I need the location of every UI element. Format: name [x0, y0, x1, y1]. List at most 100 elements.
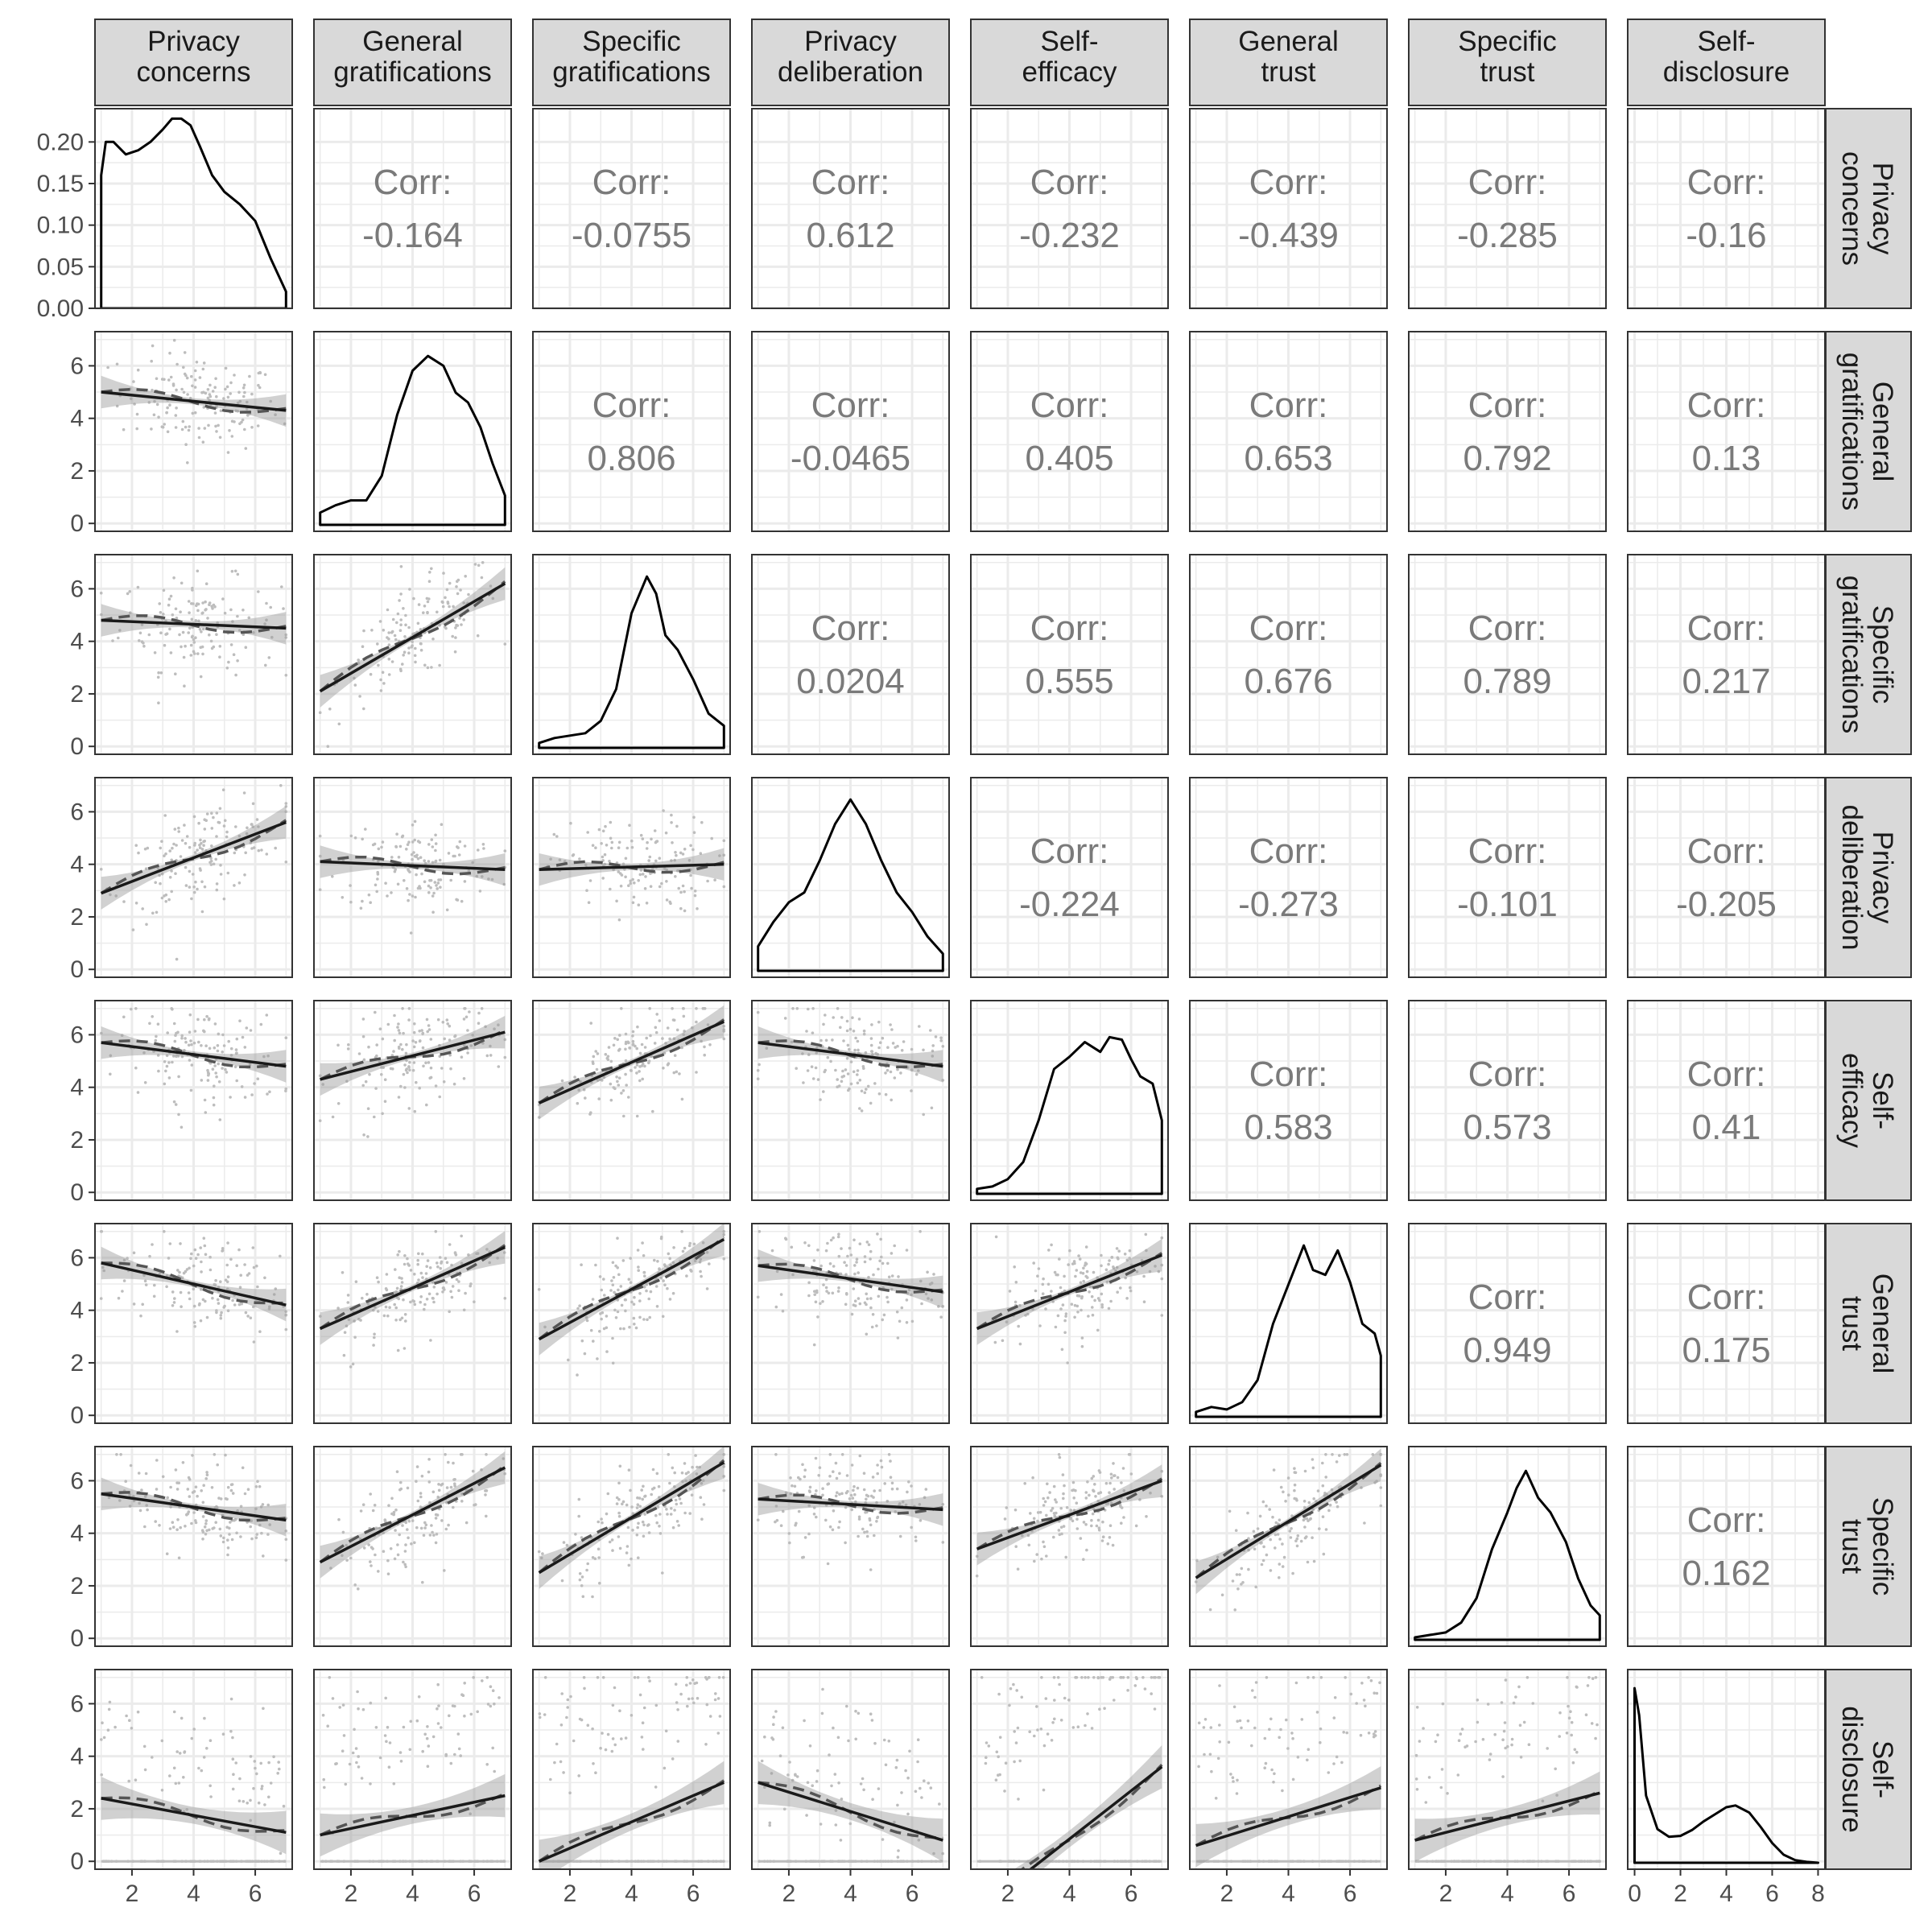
scatter-point	[633, 1323, 636, 1326]
scatter-point	[399, 618, 403, 621]
scatter-point	[806, 1069, 810, 1072]
scatter-point	[451, 634, 454, 638]
scatter-point	[341, 1554, 344, 1558]
scatter-point	[604, 1748, 608, 1752]
scatter-point	[485, 1763, 489, 1766]
scatter-point	[410, 852, 414, 857]
scatter-point	[910, 1068, 914, 1072]
fit-line	[539, 862, 724, 871]
scatter-point	[1095, 1524, 1099, 1528]
scatter-point	[192, 1728, 196, 1731]
scatter-point	[917, 1839, 921, 1842]
scatter-point	[153, 1283, 156, 1287]
scatter-point	[576, 1307, 580, 1311]
scatter-point	[155, 377, 159, 381]
scatter-point	[388, 1741, 392, 1744]
corr-value: 0.573	[1463, 1108, 1551, 1147]
corr-value: -0.232	[1019, 216, 1120, 255]
scatter-point	[100, 1738, 103, 1741]
scatter-point	[453, 854, 456, 858]
scatter-point	[229, 1729, 233, 1733]
scatter-point	[840, 1080, 844, 1084]
scatter-point	[277, 1761, 281, 1764]
scatter-point	[323, 1785, 326, 1790]
scatter-point	[164, 900, 167, 903]
scatter-point	[439, 1266, 442, 1270]
scatter-point	[503, 1251, 506, 1254]
scatter-point	[345, 1324, 349, 1327]
scatter-point	[452, 1082, 456, 1086]
scatter-point	[186, 393, 189, 396]
panel-r2-c0	[94, 554, 293, 755]
scatter-point	[436, 881, 440, 885]
scatter-point	[210, 827, 214, 830]
scatter-point	[257, 1801, 261, 1805]
scatter-point	[686, 1704, 689, 1708]
scatter-point	[328, 707, 332, 711]
scatter-point	[246, 400, 249, 404]
panel-content: Corr:-0.273	[1238, 832, 1339, 924]
scatter-point	[625, 1551, 629, 1554]
scatter-point	[609, 1059, 613, 1063]
scatter-point	[608, 1540, 612, 1544]
scatter-point	[941, 1045, 945, 1048]
scatter-point	[491, 1689, 495, 1692]
scatter-point	[791, 1484, 794, 1488]
scatter-point	[681, 1249, 685, 1253]
scatter-point	[613, 1308, 617, 1312]
scatter-point	[370, 629, 374, 632]
loess-line	[976, 1252, 1163, 1330]
scatter-point	[1312, 1559, 1316, 1563]
scatter-point	[863, 1530, 866, 1534]
scatter-point	[691, 1465, 694, 1469]
scatter-point	[160, 1789, 164, 1792]
scatter-point	[152, 1294, 156, 1298]
scatter-point	[427, 1292, 431, 1296]
scatter-point	[580, 1584, 584, 1587]
scatter-point	[383, 1518, 387, 1521]
scatter-point	[503, 849, 507, 852]
column-strips: PrivacyconcernsGeneralgratificationsSpec…	[94, 19, 1826, 106]
scatter-point	[263, 1276, 266, 1280]
panel-r5-c2	[532, 1223, 731, 1424]
scatter-point	[349, 1365, 353, 1368]
scatter-point	[580, 1536, 584, 1539]
density-curve	[319, 354, 506, 526]
scatter-point	[336, 1307, 340, 1310]
scatter-point	[789, 1476, 792, 1480]
panels: Corr:-0.164Corr:-0.0755Corr:0.612Corr:-0…	[94, 108, 1826, 1870]
scatter-point	[900, 1049, 904, 1052]
scatter-point	[212, 1103, 216, 1107]
scatter-point	[265, 852, 269, 856]
scatter-point	[182, 365, 185, 369]
scatter-point	[1059, 1307, 1063, 1311]
scatter-point	[174, 414, 178, 417]
scatter-point	[269, 1781, 273, 1785]
scatter-point	[373, 1335, 376, 1340]
scatter-point	[1240, 1567, 1244, 1571]
scatter-point	[377, 1570, 380, 1573]
scatter-point	[449, 1485, 453, 1489]
scatter-point	[391, 617, 395, 621]
scatter-point	[1063, 1319, 1067, 1323]
scatter-point	[624, 1047, 627, 1051]
scatter-point	[390, 856, 394, 859]
panel-content	[1195, 1244, 1382, 1418]
scatter-point	[392, 1050, 395, 1053]
scatter-point	[941, 1305, 945, 1308]
scatter-point	[1318, 1527, 1321, 1530]
scatter-point	[664, 1729, 668, 1733]
scatter-point	[629, 879, 632, 883]
scatter-point	[807, 1532, 811, 1536]
scatter-point	[676, 1740, 680, 1743]
scatter-point	[438, 623, 441, 627]
scatter-point	[658, 857, 662, 860]
scatter-point	[219, 409, 223, 412]
scatter-point	[865, 1292, 868, 1296]
scatter-point	[834, 1823, 838, 1827]
scatter-point	[190, 897, 193, 901]
scatter-point	[1247, 1548, 1250, 1552]
panel-content	[318, 561, 507, 748]
scatter-point	[1063, 1274, 1066, 1278]
scatter-point	[710, 836, 713, 840]
